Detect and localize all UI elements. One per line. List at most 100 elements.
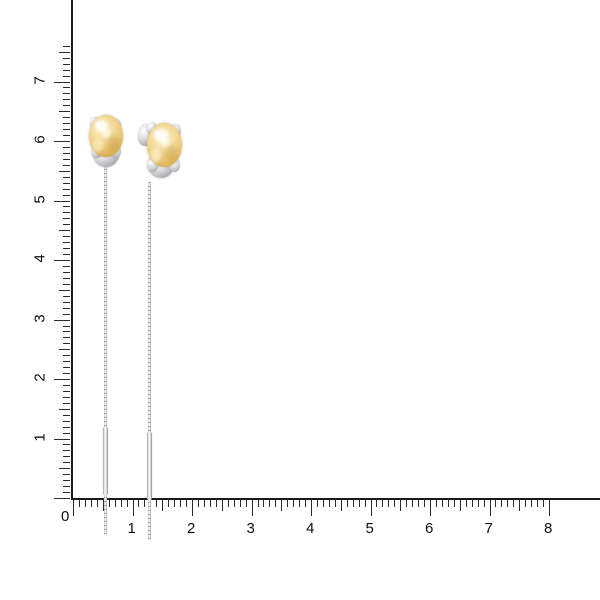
- right-earring-prong-bottom-right: [169, 158, 180, 172]
- ruler-tick-v: [63, 367, 70, 369]
- ruler-tick-h: [180, 500, 182, 507]
- ruler-tick-v: [63, 105, 70, 107]
- ruler-tick-h: [227, 500, 229, 507]
- ruler-tick-v: [54, 141, 70, 142]
- ruler-tick-v: [59, 111, 70, 113]
- ruler-tick-h: [471, 500, 473, 507]
- left-earring-gemstone: [89, 115, 123, 157]
- ruler-tick-v: [63, 337, 70, 339]
- ruler-tick-h: [79, 500, 80, 507]
- ruler-tick-v: [59, 468, 70, 470]
- ruler-tick-h: [132, 500, 134, 516]
- ruler-tick-h: [483, 500, 485, 507]
- ruler-tick-h: [531, 500, 533, 507]
- ruler-tick-h: [305, 500, 306, 507]
- ruler-tick-h: [352, 500, 354, 507]
- ruler-tick-v: [54, 81, 70, 83]
- ruler-tick-h: [424, 500, 426, 507]
- ruler-tick-v: [63, 492, 70, 494]
- ruler-tick-v: [63, 414, 70, 416]
- ruler-tick-h: [126, 500, 128, 507]
- ruler-tick-h: [162, 500, 164, 511]
- ruler-tick-v: [63, 218, 70, 220]
- ruler-tick-h: [138, 500, 140, 507]
- ruler-tick-v: [63, 69, 70, 71]
- ruler-tick-v: [63, 420, 70, 422]
- ruler-tick-h: [287, 500, 289, 507]
- ruler-tick-v: [54, 200, 70, 202]
- ruler-tick-v: [63, 45, 70, 47]
- right-earring-prong-bottom-left: [147, 158, 158, 172]
- ruler-tick-v: [63, 307, 70, 309]
- ruler-label-v-5: 5: [31, 194, 49, 204]
- ruler-tick-h: [340, 500, 342, 511]
- ruler-label-h-1: 1: [127, 520, 136, 537]
- ruler-tick-h: [430, 500, 431, 516]
- ruler-tick-v: [63, 373, 70, 375]
- ruler-tick-v: [63, 266, 70, 267]
- ruler-tick-v: [63, 361, 70, 363]
- ruler-tick-h: [489, 500, 491, 516]
- ruler-tick-h: [388, 500, 390, 507]
- ruler-tick-h: [441, 500, 443, 507]
- ruler-tick-v: [63, 384, 70, 386]
- ruler-tick-h: [501, 500, 503, 507]
- right-earring-end-bar: [147, 432, 152, 500]
- ruler-label-h-5: 5: [365, 520, 374, 537]
- ruler-label-v-4: 4: [31, 254, 49, 263]
- ruler-label-h-8: 8: [544, 520, 553, 537]
- ruler-label-v-6: 6: [31, 135, 49, 144]
- ruler-tick-v: [63, 242, 70, 244]
- ruler-tick-h: [370, 500, 372, 516]
- ruler-tick-h: [346, 500, 348, 507]
- left-earring-chain-links: [104, 165, 107, 535]
- ruler-tick-h: [281, 500, 283, 511]
- ruler-tick-h: [269, 500, 271, 507]
- ruler-label-v-3: 3: [31, 313, 49, 323]
- ruler-tick-h: [257, 500, 259, 507]
- ruler-tick-h: [120, 500, 122, 507]
- ruler-tick-h: [418, 500, 420, 507]
- ruler-tick-v: [63, 474, 70, 476]
- ruler-tick-h: [275, 500, 277, 507]
- ruler-tick-v: [63, 206, 70, 208]
- ruler-tick-h: [96, 500, 98, 507]
- ruler-tick-h: [102, 500, 104, 511]
- right-earring-sparkle: [155, 131, 160, 136]
- ruler-tick-v: [63, 271, 70, 273]
- ruler-tick-v: [63, 355, 70, 357]
- ruler-tick-v: [63, 135, 70, 137]
- ruler-tick-h: [364, 500, 366, 507]
- ruler-tick-v: [59, 170, 70, 172]
- ruler-tick-h: [156, 500, 158, 507]
- ruler-tick-h: [507, 500, 509, 507]
- ruler-tick-h: [174, 500, 176, 507]
- ruler-tick-v: [63, 164, 70, 166]
- ruler-label-h-3: 3: [246, 520, 255, 537]
- ruler-tick-v: [59, 230, 70, 232]
- ruler-tick-v: [54, 498, 70, 499]
- ruler-tick-h: [84, 500, 86, 507]
- ruler-tick-v: [63, 123, 70, 125]
- ruler-tick-v: [63, 480, 70, 482]
- left-earring-sparkle: [96, 122, 101, 127]
- ruler-tick-h: [299, 500, 301, 507]
- ruler-tick-v: [63, 99, 70, 101]
- ruler-tick-h: [537, 500, 539, 507]
- ruler-tick-h: [186, 500, 188, 507]
- ruler-tick-h: [239, 500, 241, 507]
- ruler-label-v-2: 2: [31, 373, 49, 382]
- ruler-tick-v: [59, 289, 70, 291]
- ruler-tick-v: [63, 331, 70, 333]
- ruler-tick-v: [63, 129, 70, 131]
- ruler-tick-v: [63, 325, 70, 327]
- ruler-tick-v: [59, 408, 70, 410]
- ruler-tick-v: [63, 236, 70, 238]
- right-earring-chain-links: [148, 182, 151, 540]
- ruler-tick-v: [63, 146, 70, 148]
- ruler-tick-v: [63, 158, 70, 160]
- ruler-tick-h: [447, 500, 449, 507]
- ruler-tick-h: [197, 500, 199, 507]
- ruler-tick-h: [465, 500, 467, 507]
- ruler-label-h-6: 6: [425, 520, 434, 537]
